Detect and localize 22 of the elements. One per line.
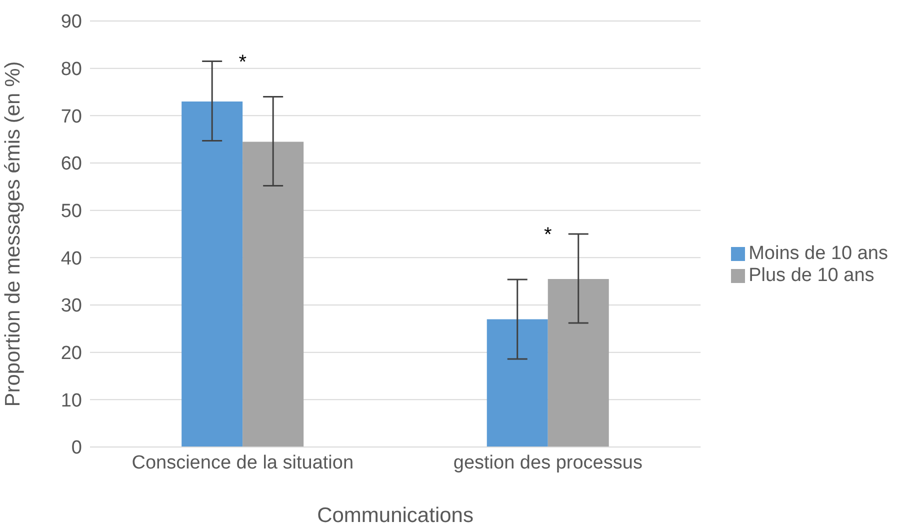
- y-tick-label: 90: [60, 12, 82, 33]
- annotation: *: [544, 224, 552, 246]
- x-tick-label: Conscience de la situation: [132, 452, 354, 474]
- y-tick-label: 40: [60, 248, 82, 270]
- y-tick-label: 20: [60, 343, 82, 364]
- y-tick-label: 10: [60, 390, 82, 412]
- annotation: *: [238, 51, 247, 74]
- bar: [242, 142, 304, 447]
- y-axis-title: Proportion de messages émis (en %): [1, 61, 24, 407]
- legend-label: Plus de 10 ans: [748, 265, 874, 286]
- y-tick-label: 80: [60, 59, 82, 80]
- x-tick-label: gestion des processus: [453, 452, 642, 474]
- bar: [486, 319, 548, 447]
- bar: [182, 101, 243, 447]
- y-tick-label: 30: [60, 296, 82, 317]
- y-tick-label: 50: [60, 201, 82, 222]
- x-axis-title: Communications: [317, 504, 474, 527]
- y-tick-label: 70: [60, 106, 82, 128]
- bar: [548, 278, 609, 447]
- legend-label: Moins de 10 ans: [748, 243, 888, 264]
- y-tick-label: 60: [60, 154, 82, 175]
- y-tick-label: 0: [71, 438, 82, 459]
